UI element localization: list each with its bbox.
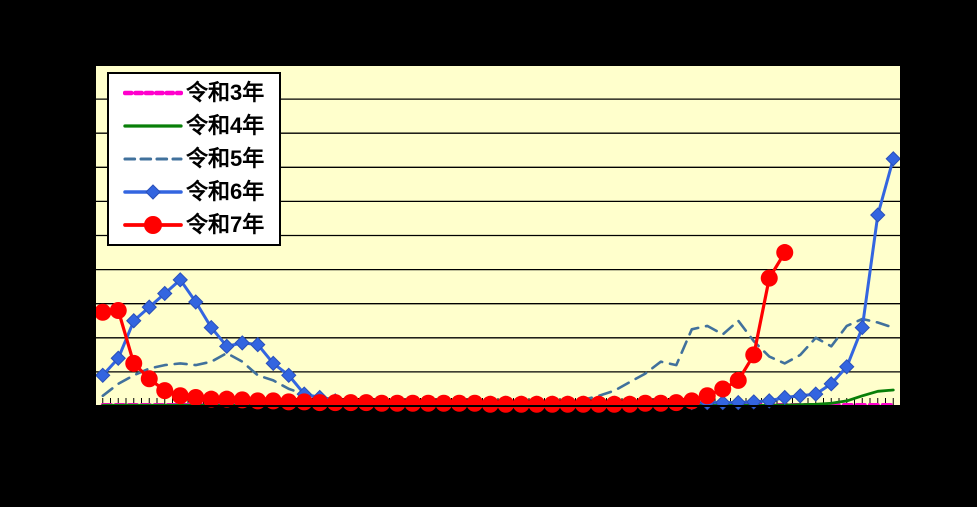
diamond-marker — [839, 359, 855, 375]
circle-marker — [218, 390, 236, 408]
reiwa6-line-swatch-icon — [123, 184, 183, 200]
circle-marker — [342, 394, 360, 412]
legend-entry-reiwa3: 令和3年 — [123, 76, 279, 109]
legend-label-reiwa4: 令和4年 — [186, 112, 265, 138]
circle-marker — [280, 393, 298, 411]
circle-marker — [605, 395, 623, 413]
circle-marker — [652, 394, 670, 412]
legend-entry-reiwa4: 令和4年 — [123, 109, 279, 142]
legend-entry-reiwa5: 令和5年 — [123, 142, 279, 175]
circle-marker — [450, 394, 468, 412]
circle-marker — [373, 394, 391, 412]
circle-marker — [776, 244, 794, 262]
circle-marker — [466, 394, 484, 412]
diamond-marker — [203, 319, 219, 336]
diamond-marker — [281, 367, 297, 384]
circle-marker — [125, 354, 143, 372]
diamond-marker — [95, 367, 111, 384]
diamond-marker — [141, 299, 157, 315]
reiwa3-line-swatch-icon — [123, 90, 183, 95]
reiwa4-line-swatch-icon — [123, 124, 183, 128]
circle-marker — [326, 394, 344, 412]
diamond-marker — [110, 350, 126, 366]
legend-label-reiwa6: 令和6年 — [186, 179, 265, 205]
circle-marker — [419, 394, 437, 412]
circle-marker — [760, 269, 778, 287]
circle-marker — [140, 370, 158, 388]
circle-marker — [543, 395, 561, 413]
diamond-marker — [808, 386, 824, 402]
diamond-marker — [126, 313, 142, 329]
diamond-marker — [792, 388, 808, 404]
diamond-marker — [854, 319, 870, 336]
data-series — [94, 151, 901, 413]
diamond-marker — [823, 376, 839, 392]
plot-border — [94, 64, 902, 407]
circle-marker — [512, 395, 530, 413]
legend-label-reiwa3: 令和3年 — [186, 79, 265, 105]
diamond-marker — [172, 272, 188, 288]
diamond-marker — [188, 294, 204, 310]
diamond-marker — [219, 338, 235, 355]
circle-marker — [94, 303, 112, 321]
circle-marker — [357, 394, 375, 412]
circle-marker — [528, 395, 546, 413]
circle-marker — [233, 391, 251, 409]
diamond-marker — [157, 285, 173, 302]
series-令和5年 — [101, 317, 895, 404]
circle-marker — [667, 394, 685, 412]
circle-marker — [559, 395, 577, 413]
circle-marker — [574, 395, 592, 413]
circle-marker — [388, 394, 406, 412]
diamond-marker — [761, 393, 777, 409]
circle-marker — [435, 394, 453, 412]
diamond-marker — [870, 207, 886, 223]
legend-label-reiwa5: 令和5年 — [186, 146, 265, 171]
legend-label-reiwa7: 令和7年 — [186, 212, 265, 238]
circle-marker — [202, 390, 220, 408]
diamond-marker — [250, 336, 266, 353]
diamond-marker — [777, 389, 793, 406]
circle-marker — [590, 395, 608, 413]
circle-marker — [636, 394, 654, 412]
circle-marker — [729, 371, 747, 389]
circle-marker — [497, 395, 515, 413]
circle-marker — [171, 387, 189, 405]
circle-marker — [404, 394, 422, 412]
legend-entry-reiwa6: 令和6年 — [123, 176, 279, 209]
circle-marker — [745, 346, 763, 364]
circle-marker — [295, 393, 313, 411]
circle-marker — [311, 394, 329, 412]
circle-marker — [714, 380, 732, 398]
diamond-marker — [265, 355, 281, 372]
circle-marker — [698, 387, 716, 405]
circle-marker — [187, 388, 205, 406]
circle-marker — [621, 395, 639, 413]
diamond-marker — [234, 335, 250, 351]
circle-marker — [156, 382, 174, 400]
circle-marker — [481, 395, 499, 413]
legend: 令和3年 令和4年 令和5年 令和6年 令和7年 — [107, 72, 281, 246]
reiwa5-line-swatch-icon — [123, 157, 183, 161]
reiwa7-line-swatch-icon — [123, 216, 183, 235]
diamond-marker — [885, 151, 901, 167]
legend-entry-reiwa7: 令和7年 — [123, 209, 279, 242]
circle-marker — [109, 302, 127, 320]
